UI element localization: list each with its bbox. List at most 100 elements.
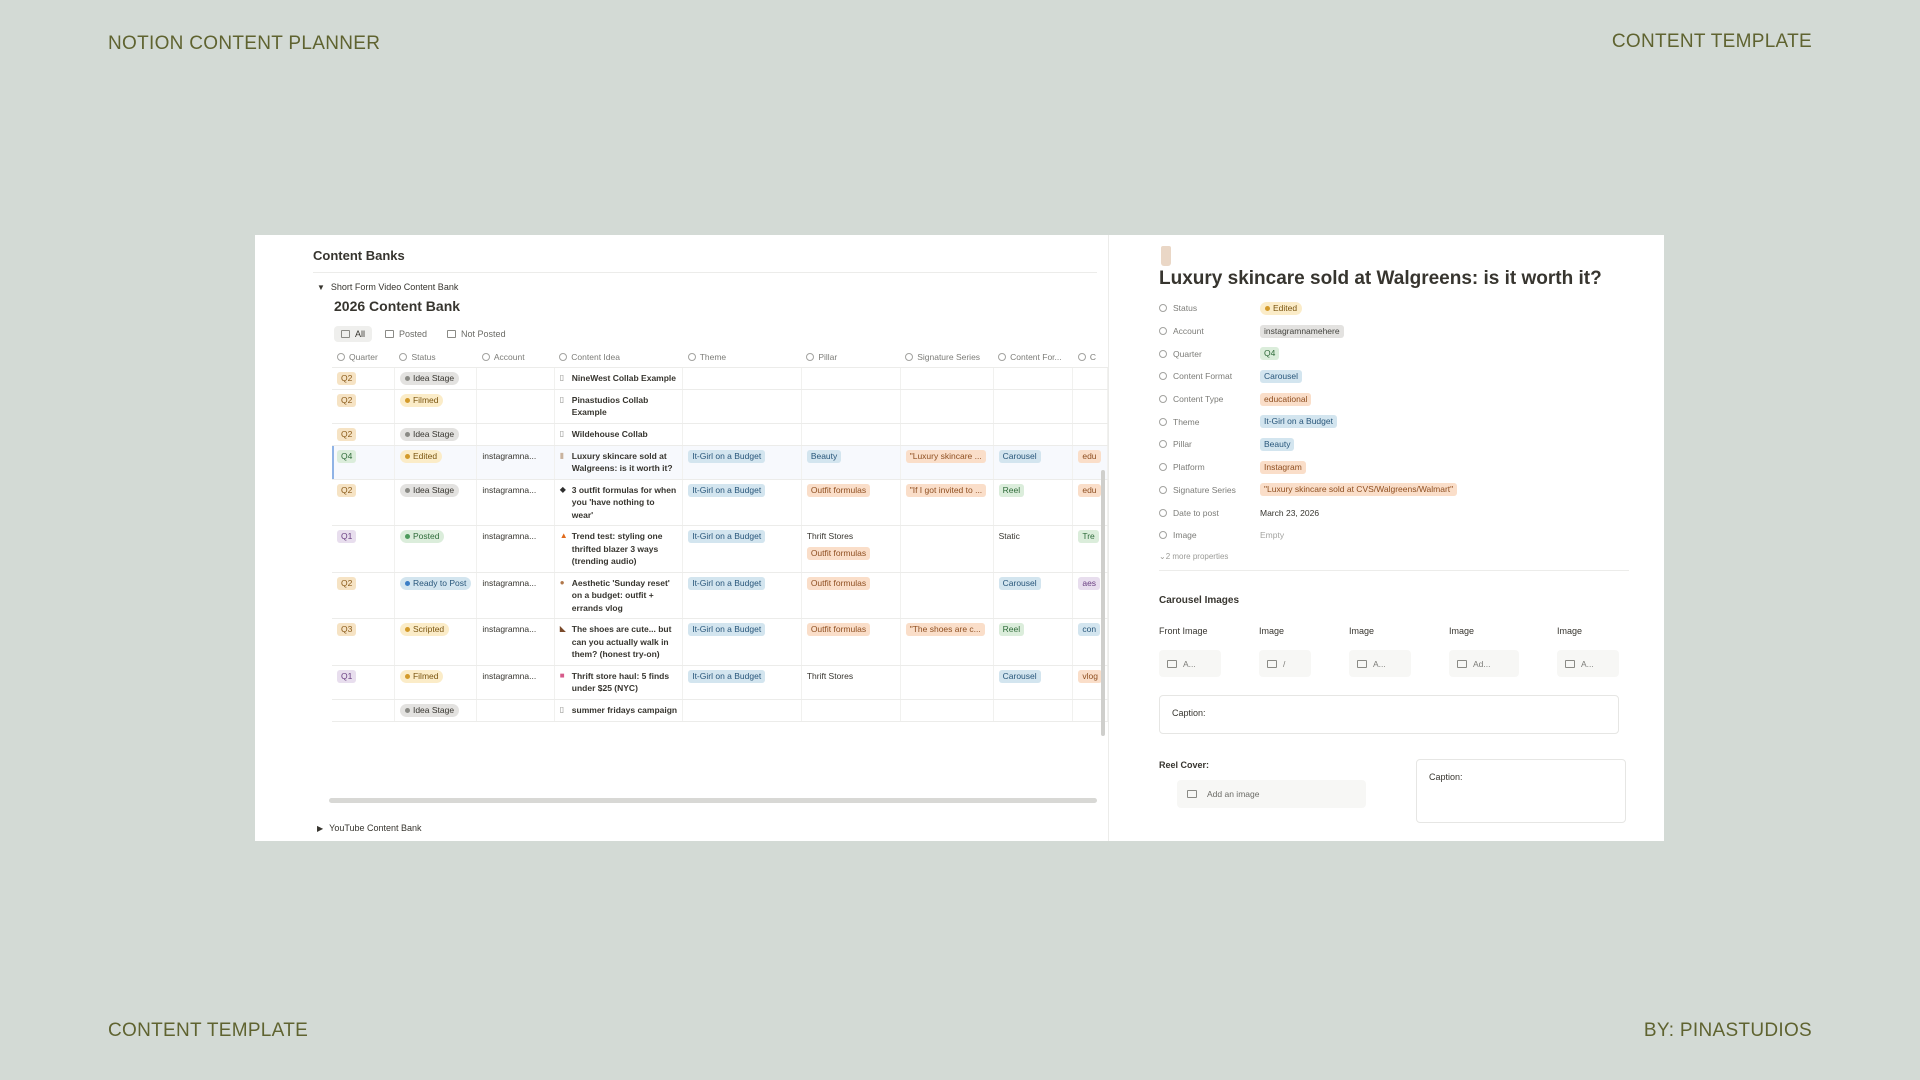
column-header[interactable]: Content For... — [993, 347, 1073, 368]
account-cell[interactable] — [476, 389, 555, 424]
column-header[interactable]: C — [1072, 347, 1108, 368]
view-tab-not-posted[interactable]: Not Posted — [440, 326, 513, 342]
triangle-right-icon[interactable]: ▶ — [317, 823, 324, 833]
content-idea[interactable]: ▮ Luxury skincare sold at Walgreens: is i… — [560, 450, 677, 475]
pillar-cell[interactable]: Outfit formulas — [801, 479, 901, 526]
status-cell[interactable]: Idea Stage — [394, 479, 478, 526]
column-header[interactable]: Signature Series — [900, 347, 994, 368]
account-cell[interactable]: instagramna... — [476, 618, 555, 666]
add-image-button[interactable]: Add an image — [1177, 780, 1366, 808]
theme-cell[interactable] — [682, 423, 802, 446]
column-header[interactable]: Status — [394, 347, 477, 368]
quarter-cell[interactable]: Q2 — [332, 423, 395, 446]
content-format-cell[interactable] — [993, 389, 1074, 424]
content-idea[interactable]: ▯ summer fridays campaign — [560, 704, 677, 717]
pillar-cell[interactable]: Beauty — [801, 445, 901, 480]
pillar-cell[interactable] — [801, 367, 901, 390]
quarter-cell[interactable]: Q2 — [332, 479, 395, 526]
content-format-cell[interactable]: Carousel — [993, 665, 1074, 700]
property-value[interactable]: Empty — [1260, 530, 1284, 540]
short-form-toggle[interactable]: ▼ Short Form Video Content Bank — [317, 282, 458, 292]
content-format-cell[interactable]: Carousel — [993, 445, 1074, 480]
column-header[interactable]: Theme — [682, 347, 802, 368]
content-format-cell[interactable]: Reel — [993, 618, 1074, 666]
content-idea[interactable]: ◣ The shoes are cute... but can you actua… — [560, 623, 677, 661]
status-cell[interactable]: Scripted — [394, 618, 478, 666]
content-idea-cell[interactable]: ▲ Trend test: styling one thrifted blazer… — [554, 525, 684, 573]
property-value[interactable]: Carousel — [1260, 369, 1303, 383]
pillar-cell[interactable] — [801, 389, 901, 424]
quarter-cell[interactable]: Q1 — [332, 525, 395, 573]
property-platform[interactable]: Platform Instagram — [1159, 456, 1639, 479]
quarter-cell[interactable]: Q2 — [332, 389, 395, 424]
content-idea-cell[interactable]: ■ Thrift store haul: 5 finds under $25 (N… — [554, 665, 684, 700]
content-idea[interactable]: ● Aesthetic 'Sunday reset' on a budget: o… — [560, 577, 677, 615]
status-cell[interactable]: Idea Stage — [394, 423, 478, 446]
content-idea-cell[interactable]: ◆ 3 outfit formulas for when you 'have no… — [554, 479, 684, 526]
table-row[interactable]: Q3 Scripted instagramna... ◣ The shoes are c… — [332, 618, 1108, 666]
status-cell[interactable]: Filmed — [394, 389, 478, 424]
skincare-bottle-icon[interactable] — [1161, 246, 1171, 266]
theme-cell[interactable]: It-Girl on a Budget — [682, 572, 802, 619]
signature-series-cell[interactable]: "The shoes are c... — [900, 618, 994, 666]
column-header[interactable]: Account — [476, 347, 555, 368]
theme-cell[interactable] — [682, 699, 802, 722]
account-cell[interactable]: instagramna... — [476, 572, 555, 619]
account-cell[interactable]: instagramna... — [476, 525, 555, 573]
content-idea-cell[interactable]: ▮ Luxury skincare sold at Walgreens: is i… — [554, 445, 684, 480]
vertical-scrollbar[interactable] — [1101, 470, 1105, 736]
horizontal-scrollbar[interactable] — [329, 798, 1097, 803]
signature-series-cell[interactable] — [900, 367, 994, 390]
content-format-cell[interactable]: Carousel — [993, 572, 1074, 619]
signature-series-cell[interactable] — [900, 525, 994, 573]
pane-divider[interactable] — [1108, 235, 1109, 841]
status-cell[interactable]: Idea Stage — [394, 367, 478, 390]
property-theme[interactable]: Theme It-Girl on a Budget — [1159, 410, 1639, 433]
property-quarter[interactable]: Quarter Q4 — [1159, 342, 1639, 365]
image-slot[interactable]: A... — [1349, 650, 1411, 677]
quarter-cell[interactable]: Q3 — [332, 618, 395, 666]
content-type-cell[interactable] — [1072, 367, 1108, 390]
signature-series-cell[interactable] — [900, 572, 994, 619]
more-properties-toggle[interactable]: ⌄ 2 more properties — [1159, 547, 1639, 567]
carousel-caption-box[interactable]: Caption: — [1159, 695, 1619, 734]
theme-cell[interactable] — [682, 389, 802, 424]
signature-series-cell[interactable] — [900, 389, 994, 424]
pillar-cell[interactable] — [801, 423, 901, 446]
triangle-down-icon[interactable]: ▼ — [317, 282, 325, 292]
property-status[interactable]: Status Edited — [1159, 297, 1639, 320]
column-header[interactable]: Content Idea — [554, 347, 683, 368]
property-signature-series[interactable]: Signature Series "Luxury skincare sold at… — [1159, 479, 1639, 502]
content-idea[interactable]: ▯ Pinastudios Collab Example — [560, 394, 677, 419]
page-title[interactable]: Luxury skincare sold at Walgreens: is it… — [1159, 268, 1602, 289]
content-idea[interactable]: ◆ 3 outfit formulas for when you 'have no… — [560, 484, 677, 522]
status-cell[interactable]: Filmed — [394, 665, 478, 700]
database-title[interactable]: 2026 Content Bank — [334, 298, 461, 314]
table-row[interactable]: Q2 Ready to Post instagramna... ● Aesthetic … — [332, 572, 1108, 619]
property-date-to-post[interactable]: Date to post March 23, 2026 — [1159, 501, 1639, 524]
youtube-toggle[interactable]: ▶ YouTube Content Bank — [317, 823, 422, 833]
property-account[interactable]: Account instagramnamehere — [1159, 320, 1639, 343]
quarter-cell[interactable]: Q4 — [332, 445, 395, 480]
quarter-cell[interactable]: Q1 — [332, 665, 395, 700]
property-value[interactable]: instagramnamehere — [1260, 324, 1344, 338]
image-slot[interactable]: / — [1259, 650, 1311, 677]
table-row[interactable]: Q1 Filmed instagramna... ■ Thrift store haul… — [332, 665, 1108, 700]
account-cell[interactable] — [476, 699, 555, 722]
content-format-cell[interactable]: Reel — [993, 479, 1074, 526]
table-row[interactable]: Q4 Edited instagramna... ▮ Luxury skincare s… — [332, 445, 1108, 480]
image-slot[interactable]: A... — [1159, 650, 1221, 677]
view-tab-posted[interactable]: Posted — [378, 326, 434, 342]
theme-cell[interactable]: It-Girl on a Budget — [682, 445, 802, 480]
account-cell[interactable] — [476, 423, 555, 446]
table-row[interactable]: Q1 Posted instagramna... ▲ Trend test: styli… — [332, 525, 1108, 573]
pillar-cell[interactable]: Outfit formulas — [801, 618, 901, 666]
signature-series-cell[interactable] — [900, 423, 994, 446]
reel-caption-box[interactable]: Caption: — [1416, 759, 1626, 823]
column-header[interactable]: Quarter — [332, 347, 395, 368]
status-cell[interactable]: Ready to Post — [394, 572, 478, 619]
account-cell[interactable]: instagramna... — [476, 665, 555, 700]
signature-series-cell[interactable]: "Luxury skincare ... — [900, 445, 994, 480]
property-value[interactable]: "Luxury skincare sold at CVS/Walgreens/W… — [1260, 483, 1458, 497]
content-type-cell[interactable]: edu — [1072, 445, 1108, 480]
